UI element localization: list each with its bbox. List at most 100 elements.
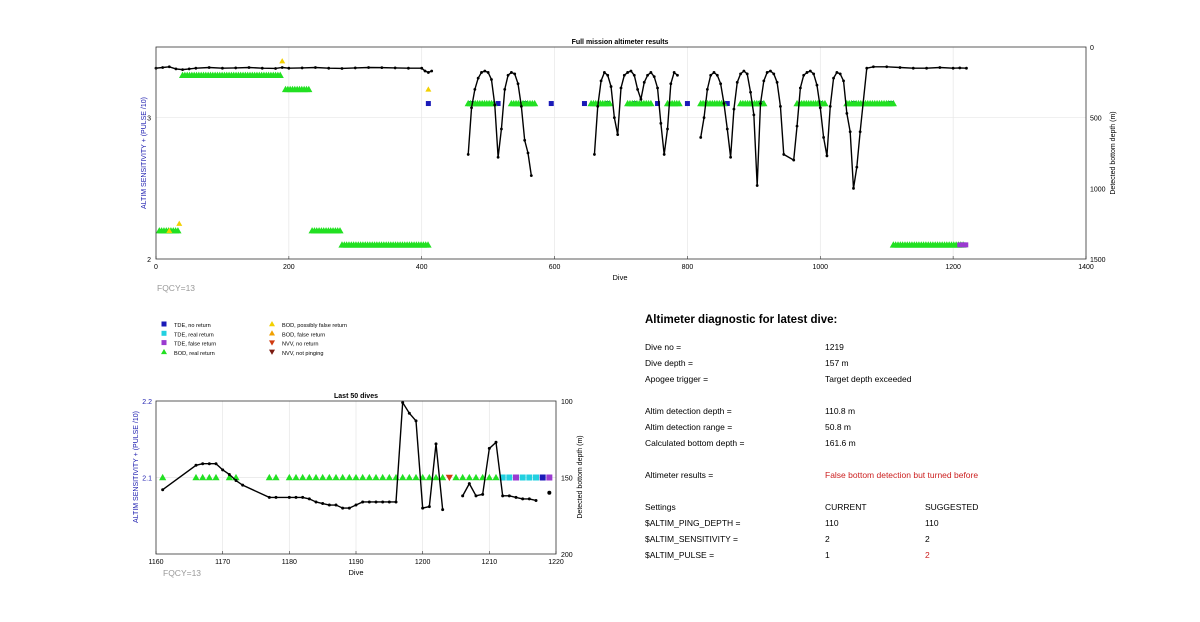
main-depth-point: [639, 97, 643, 101]
main-depth-point: [848, 130, 852, 134]
main-depth-point: [838, 72, 842, 76]
main-depth-point: [340, 67, 344, 70]
main-depth-point: [802, 73, 806, 77]
small-depth-point: [481, 492, 485, 496]
main-depth-point: [858, 130, 862, 134]
main-marker: [655, 101, 661, 107]
results-label: Altimeter results =: [645, 470, 714, 480]
main-depth-point: [662, 153, 666, 156]
main-bod-marker: [889, 99, 897, 107]
small-depth-point: [314, 500, 318, 504]
legend-marker: [161, 348, 167, 355]
main-marker: [425, 86, 432, 92]
main-depth-point: [925, 66, 928, 70]
small-depth-point: [161, 488, 165, 492]
pulse-current: 1: [825, 550, 830, 560]
ping-depth-suggested: 110: [925, 518, 939, 528]
main-right-ticks: 0 500 1000 1500: [1090, 45, 1106, 264]
main-depth-point: [659, 121, 663, 125]
altim-range-value: 50.8 m: [825, 422, 851, 432]
small-depth-point: [294, 495, 298, 499]
main-depth-point: [194, 66, 198, 70]
main-depth-point: [486, 71, 490, 74]
small-marker: [359, 473, 367, 481]
ping-depth-current: 110: [825, 518, 839, 528]
row-altim-range: Altim detection range = 50.8 m: [645, 422, 1065, 438]
main-depth-point: [652, 75, 656, 79]
small-chart: Last 50 dives 1160 1170 1180 1190 1200 1210 12…: [133, 393, 584, 578]
main-depth-point: [622, 73, 626, 77]
small-markers: [159, 473, 553, 482]
small-depth-segment: [162, 400, 444, 510]
results-value: False bottom detection but turned before: [825, 470, 979, 480]
main-depth-point: [709, 73, 713, 77]
main-depth-point: [792, 158, 796, 162]
small-depth-point: [381, 500, 385, 504]
main-depth-point: [755, 184, 759, 187]
main-depth-point: [805, 71, 809, 74]
small-fqcy-label: FQCY=13: [163, 568, 201, 578]
small-right-tick-label: 100: [561, 399, 573, 406]
main-depth-segment: [155, 66, 432, 74]
main-depth-point: [749, 90, 752, 94]
small-x-tick-label: 1190: [348, 559, 363, 566]
altim-depth-label: Altim detection depth =: [645, 406, 732, 416]
main-depth-point: [885, 65, 889, 69]
small-marker: [345, 473, 353, 481]
main-x-ticks: 0 200 400 600 800 1000 1200 1400: [154, 256, 1094, 271]
main-depth-point: [898, 66, 902, 69]
main-depth-point: [526, 151, 530, 155]
small-marker: [526, 474, 533, 481]
main-depth-point: [828, 104, 832, 108]
main-marker: [548, 101, 554, 107]
calc-bottom-value: 161.6 m: [825, 438, 856, 448]
small-depth-point: [407, 411, 411, 415]
small-marker: [352, 473, 360, 481]
row-calc-bottom: Calculated bottom depth = 161.6 m: [645, 438, 1065, 454]
small-depth-point: [307, 497, 311, 501]
main-depth-point: [167, 65, 171, 69]
small-depth-point: [421, 506, 425, 510]
row-sensitivity: $ALTIM_SENSITIVITY = 2 2: [645, 534, 1065, 550]
main-depth-point: [855, 165, 859, 169]
small-right-tick-label: 150: [561, 476, 573, 483]
legend-marker: [161, 321, 167, 327]
small-depth-point: [487, 446, 491, 450]
small-marker: [405, 473, 413, 481]
small-left-tick-label: 2.1: [142, 476, 152, 483]
main-marker: [963, 242, 969, 248]
main-depth-point: [656, 86, 659, 90]
small-marker: [332, 473, 340, 481]
main-depth-point: [669, 82, 673, 86]
main-depth-point: [426, 71, 430, 74]
main-depth-point: [911, 66, 915, 70]
main-depth-point: [612, 116, 616, 120]
main-marker: [684, 101, 690, 107]
main-markers: [155, 58, 969, 248]
main-depth-point: [393, 66, 397, 70]
small-marker: [205, 473, 213, 481]
row-apogee: Apogee trigger = Target depth exceeded: [645, 374, 1065, 390]
main-x-label: Dive: [612, 273, 627, 282]
main-depth-point: [715, 73, 719, 77]
main-depth-point: [593, 153, 596, 156]
main-marker: [724, 101, 730, 107]
small-depth-point: [361, 500, 365, 504]
small-marker: [292, 473, 300, 481]
main-bottom-depth-line: [154, 65, 968, 190]
main-depth-point: [739, 72, 742, 76]
main-depth-point: [699, 136, 703, 139]
main-depth-point: [609, 85, 613, 88]
main-depth-point: [523, 138, 527, 142]
small-marker: [365, 473, 373, 481]
main-depth-segment: [700, 66, 967, 189]
legend-label: BOD, false return: [282, 332, 325, 338]
small-depth-point: [274, 495, 278, 499]
small-depth-point: [301, 495, 305, 499]
small-left-ticks: 2.2 2.1: [142, 399, 152, 483]
small-marker: [312, 473, 320, 481]
small-marker: [159, 473, 167, 481]
main-chart-title: Full mission altimeter results: [572, 39, 669, 46]
main-depth-point: [676, 73, 679, 77]
